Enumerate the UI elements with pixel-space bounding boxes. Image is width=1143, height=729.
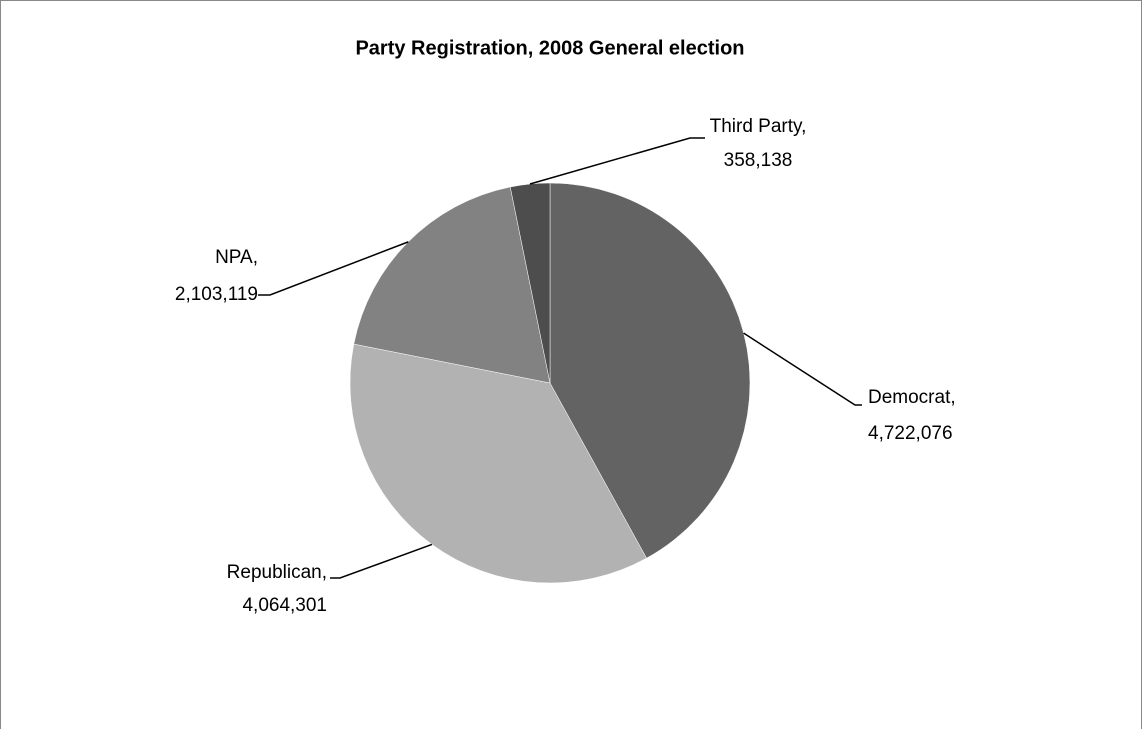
data-label-value: 4,722,076 [868, 423, 953, 444]
leader-line [330, 543, 433, 579]
data-label-value: 4,064,301 [242, 595, 327, 616]
pie-slice [549, 182, 751, 559]
pie-slice [353, 186, 551, 384]
data-label-category: Third Party, [710, 116, 807, 137]
leader-line [258, 241, 409, 296]
data-label-category: Democrat, [868, 387, 956, 408]
leader-line [743, 332, 862, 406]
pie-slice [349, 343, 647, 584]
data-label-category: NPA, [215, 247, 258, 268]
data-label-value: 358,138 [724, 150, 793, 171]
data-label-value: 2,103,119 [175, 284, 258, 305]
data-label-category: Republican, [227, 562, 327, 583]
leader-line [529, 137, 705, 185]
chart-title: Party Registration, 2008 General electio… [355, 37, 744, 59]
